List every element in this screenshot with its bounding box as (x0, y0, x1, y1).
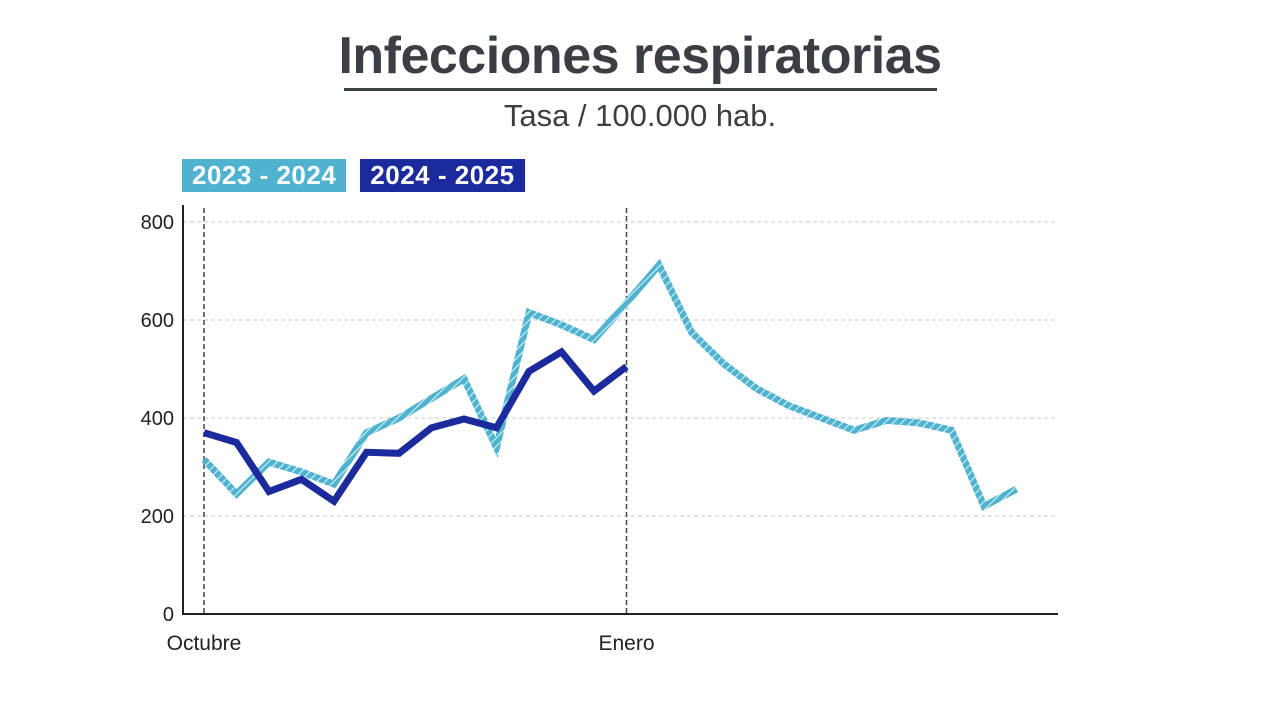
data-point-series1-5 (365, 450, 369, 454)
data-point-series0-21 (885, 418, 889, 422)
y-tick-label-400: 400 (141, 408, 174, 430)
data-point-series0-3 (300, 470, 304, 474)
data-point-series1-12 (592, 389, 596, 393)
data-point-series0-23 (950, 428, 954, 432)
legend: 2023 - 2024 2024 - 2025 (182, 159, 525, 192)
data-point-series0-25 (1015, 487, 1019, 491)
legend-item-2024-2025: 2024 - 2025 (360, 159, 525, 192)
chart-subtitle: Tasa / 100.000 hab. (503, 98, 777, 133)
data-point-series1-7 (430, 426, 434, 430)
data-point-series0-20 (852, 428, 856, 432)
data-point-series0-2 (267, 460, 271, 464)
data-point-series1-8 (462, 417, 466, 421)
legend-item-2023-2024: 2023 - 2024 (182, 159, 347, 192)
data-point-series1-11 (560, 350, 564, 354)
data-point-series0-17 (755, 387, 759, 391)
data-point-series0-16 (722, 362, 726, 366)
data-point-series0-13 (625, 301, 629, 305)
data-point-series0-6 (397, 416, 401, 420)
chart-title: Infecciones respiratorias (338, 27, 942, 85)
data-point-series0-8 (462, 377, 466, 381)
data-point-series0-22 (917, 421, 921, 425)
y-tick-label-600: 600 (141, 310, 174, 332)
data-point-series0-14 (657, 263, 661, 267)
x-axis-label-1: Enero (598, 632, 654, 655)
series-line-2024-2025 (202, 347, 629, 507)
y-tick-label-800: 800 (141, 212, 174, 234)
data-point-series0-1 (235, 492, 239, 496)
data-point-series1-13 (625, 365, 629, 369)
series-line-2023-2024 (201, 258, 1019, 512)
y-tick-label-200: 200 (141, 506, 174, 528)
data-point-series0-19 (820, 416, 824, 420)
data-point-series0-12 (592, 338, 596, 342)
data-point-series0-18 (787, 404, 791, 408)
data-point-series0-7 (430, 396, 434, 400)
data-point-series1-3 (300, 477, 304, 481)
data-point-series1-10 (527, 369, 531, 373)
data-point-series1-9 (495, 426, 499, 430)
data-point-series1-1 (235, 441, 239, 445)
y-tick-label-0: 0 (163, 604, 174, 626)
data-point-series0-4 (332, 482, 336, 486)
data-point-series0-0 (202, 458, 206, 462)
data-point-series0-9 (495, 445, 499, 449)
data-point-series0-10 (527, 311, 531, 315)
data-point-series1-0 (202, 431, 206, 435)
data-point-series0-5 (365, 431, 369, 435)
data-point-series0-24 (982, 504, 986, 508)
data-point-series0-15 (690, 330, 694, 334)
title-underline (344, 88, 937, 91)
data-point-series0-11 (560, 323, 564, 327)
data-point-series1-4 (332, 499, 336, 503)
data-point-series1-2 (267, 490, 271, 494)
data-point-series1-6 (397, 451, 401, 455)
x-axis-label-0: Octubre (167, 632, 242, 655)
